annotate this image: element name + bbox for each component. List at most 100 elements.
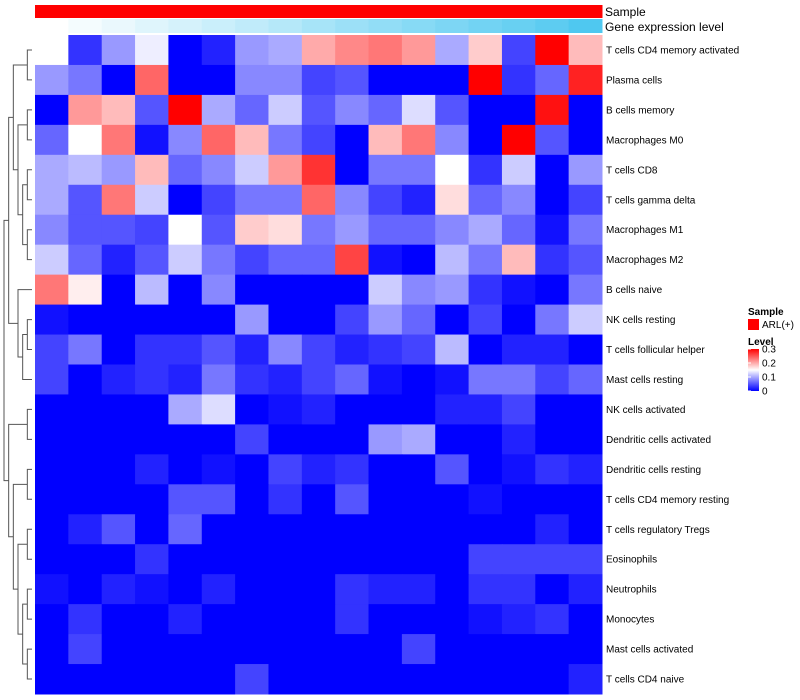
heatmap-cell [468, 424, 503, 455]
heatmap-cell [468, 634, 503, 665]
sample-bar-cell [401, 5, 436, 18]
heatmap-cell [435, 544, 470, 575]
row-label: T cells regulatory Tregs [606, 525, 710, 536]
heatmap-cell [568, 214, 603, 246]
heatmap-cell [268, 334, 303, 365]
heatmap-cell [101, 244, 136, 276]
heatmap-cell [401, 514, 436, 545]
heatmap-cell [335, 94, 370, 126]
heatmap-cell [568, 424, 603, 455]
heatmap-cell [535, 274, 570, 306]
heatmap-cell [301, 544, 336, 575]
heatmap-cell [435, 394, 470, 425]
heatmap-cell [568, 94, 603, 126]
heatmap-cell [35, 35, 69, 66]
heatmap-cell [501, 154, 536, 186]
heatmap-cell [301, 514, 336, 545]
gene-expression-bar-cell [268, 19, 303, 33]
heatmap-cell [468, 304, 503, 336]
heatmap-cell [401, 634, 436, 665]
heatmap-cell [268, 184, 303, 216]
heatmap-cell [368, 244, 403, 276]
heatmap-cell [435, 454, 470, 485]
heatmap-cell [535, 154, 570, 186]
gene-expression-bar-cell [68, 19, 103, 33]
heatmap-cell [201, 364, 236, 395]
heatmap-cell [235, 184, 269, 216]
heatmap-cell [168, 664, 203, 695]
gene-expression-bar-cell [168, 19, 203, 33]
heatmap-cell [568, 364, 603, 395]
sample-annotation-bar [35, 5, 603, 18]
heatmap-cell [201, 574, 236, 605]
row-dendrogram [3, 49, 32, 680]
heatmap-cell [335, 484, 370, 515]
dendrogram-branch [8, 423, 28, 538]
heatmap-cell [101, 634, 136, 665]
heatmap-cell [201, 424, 236, 455]
heatmap-cell [301, 304, 336, 336]
heatmap-cell [168, 124, 203, 156]
heatmap-cell [401, 64, 436, 96]
gene-expression-bar-cell [201, 19, 236, 33]
heatmap-cell [101, 304, 136, 336]
heatmap-cell [501, 184, 536, 216]
heatmap-cell [535, 634, 570, 665]
heatmap-cell [368, 424, 403, 455]
heatmap-cell [401, 244, 436, 276]
heatmap-cell [368, 304, 403, 336]
heatmap-cell [68, 244, 103, 276]
heatmap-cell [535, 454, 570, 485]
heatmap-cell [135, 484, 169, 515]
heatmap-cell [368, 274, 403, 306]
heatmap-cell [401, 664, 436, 695]
heatmap-cell [235, 664, 269, 695]
heatmap-cell [101, 184, 136, 216]
heatmap-cell [335, 394, 370, 425]
heatmap-cell [468, 364, 503, 395]
sample-bar-cell [368, 5, 403, 18]
heatmap-cell [535, 604, 570, 635]
sample-bar-cell [335, 5, 370, 18]
heatmap-cell [235, 394, 269, 425]
gene-expression-bar-cell [101, 19, 136, 33]
heatmap-cell [201, 454, 236, 485]
heatmap-cell [268, 214, 303, 246]
heatmap-cell [235, 304, 269, 336]
heatmap-cell [168, 64, 203, 96]
heatmap-cell [501, 214, 536, 246]
heatmap-cell [235, 634, 269, 665]
heatmap-cell [568, 394, 603, 425]
heatmap-cell [301, 244, 336, 276]
heatmap-cell [468, 544, 503, 575]
heatmap-cell [268, 454, 303, 485]
row-label: Eosinophils [606, 555, 657, 566]
dendrogram-branch [12, 64, 28, 171]
heatmap-cell [368, 604, 403, 635]
heatmap-cell [335, 214, 370, 246]
heatmap-cell [235, 424, 269, 455]
heatmap-cell [168, 35, 203, 66]
heatmap-cell [535, 94, 570, 126]
gene-expression-bar-cell [335, 19, 370, 33]
dendrogram-branch [22, 603, 28, 665]
heatmap-cell [468, 484, 503, 515]
heatmap-cell [235, 64, 269, 96]
heatmap-cell [335, 514, 370, 545]
heatmap-cell [201, 514, 236, 545]
heatmap-cell [35, 94, 69, 126]
heatmap-cell [68, 514, 103, 545]
heatmap-cell [235, 544, 269, 575]
dendrogram-branch [8, 116, 18, 324]
row-label: NK cells activated [606, 405, 685, 416]
heatmap-cell [335, 364, 370, 395]
heatmap-cell [501, 574, 536, 605]
heatmap-cell [468, 334, 503, 365]
heatmap-cell [35, 244, 69, 276]
heatmap-cell [201, 214, 236, 246]
heatmap-cell [168, 514, 203, 545]
heatmap-cell [35, 154, 69, 186]
heatmap-cell [535, 214, 570, 246]
heatmap-cell [268, 574, 303, 605]
heatmap-cell [101, 514, 136, 545]
